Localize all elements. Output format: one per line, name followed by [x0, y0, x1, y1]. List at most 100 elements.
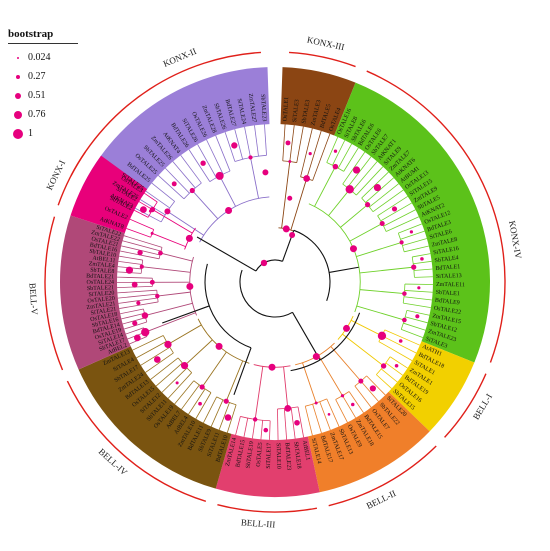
backbone-arc	[293, 229, 331, 301]
clade-arc	[444, 373, 487, 438]
bootstrap-node-icon	[171, 181, 177, 187]
bootstrap-node-icon	[409, 230, 414, 234]
backbone-line	[162, 305, 210, 324]
branch-line	[118, 297, 158, 304]
branch-line	[197, 144, 217, 178]
bootstrap-node-icon	[303, 175, 311, 182]
branch-line	[225, 360, 244, 402]
branch-line	[337, 143, 353, 169]
bootstrap-node-icon	[373, 183, 381, 192]
branch-line	[398, 223, 423, 234]
leaf-label: ZmTALE4	[88, 261, 115, 270]
backbone-arc	[290, 312, 361, 372]
bootstrap-node-icon	[185, 234, 193, 242]
branch-line	[174, 380, 195, 405]
branch-line	[191, 190, 219, 220]
branch-line	[144, 302, 193, 316]
leaf-label: SbTALE23	[259, 94, 267, 122]
branch-line	[260, 420, 264, 440]
bootstrap-node-icon	[350, 402, 355, 407]
clade-sector	[78, 346, 232, 489]
clade-arc	[44, 216, 64, 371]
legend-item-label: 0.024	[28, 52, 51, 63]
bootstrap-node-icon	[288, 160, 292, 163]
clade-sector	[280, 67, 356, 136]
branch-line	[304, 406, 313, 436]
bootstrap-node-icon	[312, 353, 320, 361]
bootstrap-node-icon	[314, 401, 318, 405]
branch-line	[349, 223, 383, 242]
leaf-label: SiTALE14	[310, 438, 322, 465]
branch-line	[167, 324, 202, 345]
bootstrap-node-icon	[189, 187, 195, 194]
bootstrap-node-icon	[175, 381, 179, 385]
bootstrap-node-icon	[149, 206, 156, 213]
clade-label: BELL-IV	[97, 446, 130, 477]
branch-line	[152, 209, 193, 234]
branch-line	[188, 388, 206, 415]
branch-line	[350, 319, 383, 337]
legend-item: 0.27	[8, 67, 88, 86]
leaf-label: OsTALE1	[283, 97, 291, 122]
bootstrap-node-icon	[125, 266, 134, 274]
branch-line	[201, 351, 227, 388]
bootstrap-node-icon	[141, 312, 149, 319]
clade-label: KONX-II	[162, 46, 198, 69]
leaf-label: SbTALE21	[87, 285, 114, 292]
bootstrap-node-icon	[252, 417, 258, 422]
bootstrap-node-icon	[141, 327, 150, 337]
clade-sector	[334, 82, 490, 363]
bootstrap-node-icon	[294, 419, 300, 426]
branch-line	[326, 136, 339, 163]
branch-line	[123, 235, 163, 248]
leaf-label: BdTALE16	[89, 242, 117, 253]
clade-arc	[66, 380, 207, 503]
branch-line	[290, 178, 308, 231]
branch-line	[144, 192, 158, 203]
branch-line	[117, 276, 153, 279]
branch-line	[161, 367, 188, 393]
bootstrap-node-icon	[377, 331, 387, 340]
clade-arc	[57, 151, 87, 206]
branch-line	[296, 126, 304, 163]
bootstrap-node-icon	[155, 293, 160, 299]
bootstrap-node-icon	[158, 250, 163, 256]
branch-line	[135, 207, 162, 223]
branch-line	[283, 408, 288, 440]
leaf-label: ZmTALE11	[436, 282, 465, 288]
branch-line	[343, 147, 359, 172]
leaf-label: OsTALE22	[433, 306, 461, 316]
branch-line	[134, 209, 149, 218]
leaf-label: OsTALE5	[256, 442, 264, 467]
bootstrap-node-icon	[333, 149, 338, 153]
branch-line	[402, 238, 428, 246]
branch-line	[215, 135, 231, 172]
branch-line	[184, 339, 213, 366]
branch-line	[129, 218, 154, 230]
branch-line	[377, 195, 408, 217]
branch-line	[277, 408, 279, 440]
branch-line	[380, 202, 412, 222]
branch-line	[384, 329, 420, 346]
clade-label: KONX-I	[44, 158, 67, 191]
legend-item: 1	[8, 124, 88, 143]
clade-arc	[70, 51, 262, 177]
leaf-label: SbTALE10	[89, 249, 117, 259]
branch-line	[414, 276, 433, 278]
branch-line	[224, 131, 236, 162]
branch-line	[306, 130, 322, 179]
bootstrap-node-icon	[133, 334, 141, 342]
branch-line	[386, 216, 420, 232]
branch-line	[406, 310, 430, 316]
leaf-label: SbTALE1	[435, 290, 460, 298]
branch-line	[412, 253, 431, 258]
branch-line	[372, 189, 404, 213]
branch-line	[330, 346, 362, 382]
branch-line	[121, 312, 145, 320]
leaf-label: SiTALE20	[88, 290, 114, 298]
bootstrap-node-icon	[342, 324, 350, 332]
branch-line	[312, 133, 331, 181]
legend-dot-icon	[14, 110, 22, 119]
bootstrap-nodes	[125, 140, 424, 433]
